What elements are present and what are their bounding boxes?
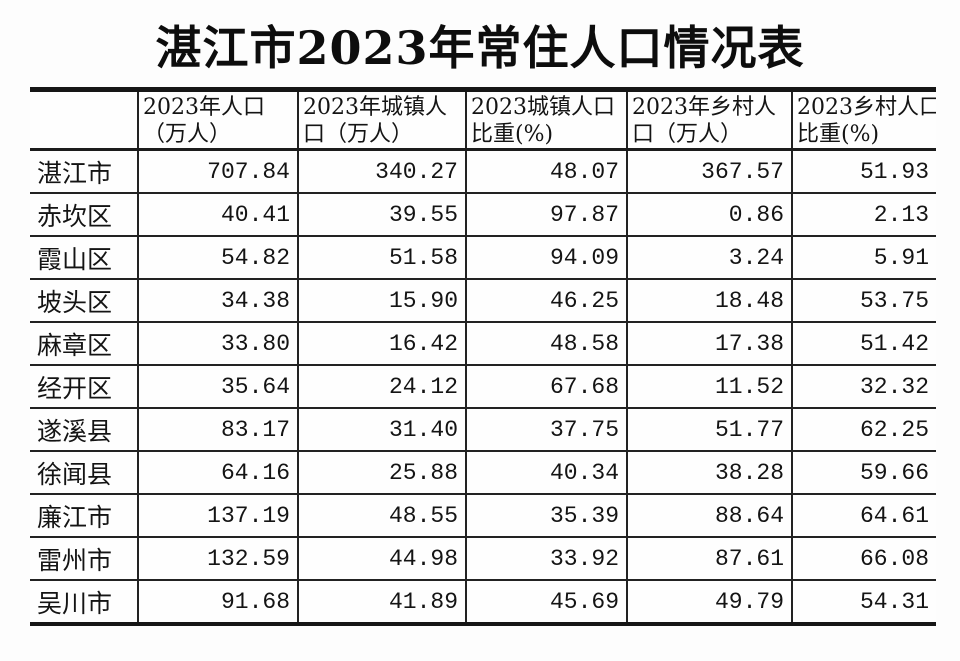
- value-cell-rural-share: 51.42: [791, 321, 936, 366]
- table-row: 经开区 35.64 24.12 67.68 11.52 32.32: [30, 364, 936, 409]
- value-cell-urban-share: 48.07: [465, 148, 628, 194]
- table-header: 2023年人口 （万人） 2023年城镇人 口（万人） 2023城镇人口 比重(…: [30, 88, 936, 151]
- header-cell-rural-share: 2023乡村人口 比重(%): [791, 88, 936, 151]
- table-row: 霞山区 54.82 51.58 94.09 3.24 5.91: [30, 235, 936, 280]
- value-cell-rural-share: 51.93: [791, 148, 936, 194]
- value-cell-total-pop: 35.64: [137, 364, 299, 409]
- value-cell-rural-pop: 51.77: [626, 407, 793, 452]
- header-cell-urban-pop: 2023年城镇人 口（万人）: [297, 88, 467, 151]
- header-cell-rural-pop: 2023年乡村人 口（万人）: [626, 88, 793, 151]
- table-row: 赤坎区 40.41 39.55 97.87 0.86 2.13: [30, 192, 936, 237]
- header-line: 2023乡村人口: [797, 95, 936, 120]
- value-cell-rural-share: 66.08: [791, 536, 936, 581]
- value-cell-rural-share: 2.13: [791, 192, 936, 237]
- header-line: 2023城镇人口: [471, 95, 615, 120]
- value-cell-urban-pop: 39.55: [297, 192, 467, 237]
- value-cell-rural-pop: 18.48: [626, 278, 793, 323]
- region-cell: 经开区: [30, 364, 139, 409]
- population-table: 2023年人口 （万人） 2023年城镇人 口（万人） 2023城镇人口 比重(…: [30, 87, 936, 626]
- value-cell-total-pop: 707.84: [137, 148, 299, 194]
- value-cell-urban-share: 67.68: [465, 364, 628, 409]
- value-cell-total-pop: 40.41: [137, 192, 299, 237]
- value-cell-urban-share: 40.34: [465, 450, 628, 495]
- value-cell-rural-pop: 11.52: [626, 364, 793, 409]
- value-cell-total-pop: 83.17: [137, 407, 299, 452]
- header-line: 2023年城镇人: [303, 95, 447, 120]
- value-cell-rural-share: 53.75: [791, 278, 936, 323]
- value-cell-total-pop: 33.80: [137, 321, 299, 366]
- value-cell-total-pop: 91.68: [137, 579, 299, 625]
- table-row: 湛江市 707.84 340.27 48.07 367.57 51.93: [30, 148, 936, 194]
- region-cell: 吴川市: [30, 579, 139, 625]
- value-cell-rural-share: 59.66: [791, 450, 936, 495]
- region-cell: 徐闻县: [30, 450, 139, 495]
- table-row: 遂溪县 83.17 31.40 37.75 51.77 62.25: [30, 407, 936, 452]
- value-cell-rural-pop: 88.64: [626, 493, 793, 538]
- value-cell-total-pop: 132.59: [137, 536, 299, 581]
- value-cell-rural-share: 32.32: [791, 364, 936, 409]
- value-cell-urban-pop: 25.88: [297, 450, 467, 495]
- table-row: 雷州市 132.59 44.98 33.92 87.61 66.08: [30, 536, 936, 581]
- value-cell-urban-pop: 15.90: [297, 278, 467, 323]
- value-cell-total-pop: 64.16: [137, 450, 299, 495]
- header-cell-urban-share: 2023城镇人口 比重(%): [465, 88, 628, 151]
- value-cell-urban-pop: 31.40: [297, 407, 467, 452]
- region-cell: 坡头区: [30, 278, 139, 323]
- header-row: 2023年人口 （万人） 2023年城镇人 口（万人） 2023城镇人口 比重(…: [30, 88, 936, 151]
- header-cell-region: [30, 88, 139, 151]
- header-line: 2023年乡村人: [632, 95, 776, 120]
- value-cell-rural-share: 64.61: [791, 493, 936, 538]
- region-cell: 廉江市: [30, 493, 139, 538]
- header-line: 比重(%): [797, 122, 880, 147]
- value-cell-total-pop: 54.82: [137, 235, 299, 280]
- header-cell-total-pop: 2023年人口 （万人）: [137, 88, 299, 151]
- value-cell-urban-share: 97.87: [465, 192, 628, 237]
- table-row: 徐闻县 64.16 25.88 40.34 38.28 59.66: [30, 450, 936, 495]
- table-body: 湛江市 707.84 340.27 48.07 367.57 51.93 赤坎区…: [30, 148, 936, 625]
- value-cell-urban-pop: 24.12: [297, 364, 467, 409]
- value-cell-urban-share: 37.75: [465, 407, 628, 452]
- value-cell-urban-pop: 44.98: [297, 536, 467, 581]
- value-cell-urban-share: 94.09: [465, 235, 628, 280]
- value-cell-urban-share: 48.58: [465, 321, 628, 366]
- header-line: 口（万人）: [632, 122, 743, 147]
- table-row: 吴川市 91.68 41.89 45.69 49.79 54.31: [30, 579, 936, 625]
- page-title: 湛江市2023年常住人口情况表: [155, 21, 805, 75]
- value-cell-urban-pop: 51.58: [297, 235, 467, 280]
- value-cell-urban-pop: 48.55: [297, 493, 467, 538]
- value-cell-rural-share: 54.31: [791, 579, 936, 625]
- header-line: （万人）: [143, 122, 232, 147]
- region-cell: 赤坎区: [30, 192, 139, 237]
- region-cell: 雷州市: [30, 536, 139, 581]
- value-cell-urban-pop: 340.27: [297, 148, 467, 194]
- value-cell-urban-share: 33.92: [465, 536, 628, 581]
- header-line: 2023年人口: [143, 95, 265, 120]
- value-cell-urban-share: 46.25: [465, 278, 628, 323]
- region-cell: 湛江市: [30, 148, 139, 194]
- value-cell-rural-pop: 38.28: [626, 450, 793, 495]
- value-cell-total-pop: 137.19: [137, 493, 299, 538]
- table-row: 廉江市 137.19 48.55 35.39 88.64 64.61: [30, 493, 936, 538]
- value-cell-urban-pop: 41.89: [297, 579, 467, 625]
- value-cell-rural-pop: 49.79: [626, 579, 793, 625]
- value-cell-urban-pop: 16.42: [297, 321, 467, 366]
- table-row: 坡头区 34.38 15.90 46.25 18.48 53.75: [30, 278, 936, 323]
- value-cell-rural-share: 62.25: [791, 407, 936, 452]
- value-cell-rural-pop: 0.86: [626, 192, 793, 237]
- value-cell-urban-share: 45.69: [465, 579, 628, 625]
- value-cell-rural-pop: 87.61: [626, 536, 793, 581]
- region-cell: 麻章区: [30, 321, 139, 366]
- value-cell-rural-pop: 17.38: [626, 321, 793, 366]
- table-row: 麻章区 33.80 16.42 48.58 17.38 51.42: [30, 321, 936, 366]
- region-cell: 霞山区: [30, 235, 139, 280]
- header-line: 比重(%): [471, 122, 554, 147]
- value-cell-total-pop: 34.38: [137, 278, 299, 323]
- value-cell-rural-share: 5.91: [791, 235, 936, 280]
- value-cell-rural-pop: 367.57: [626, 148, 793, 194]
- value-cell-rural-pop: 3.24: [626, 235, 793, 280]
- value-cell-urban-share: 35.39: [465, 493, 628, 538]
- region-cell: 遂溪县: [30, 407, 139, 452]
- header-line: 口（万人）: [303, 122, 414, 147]
